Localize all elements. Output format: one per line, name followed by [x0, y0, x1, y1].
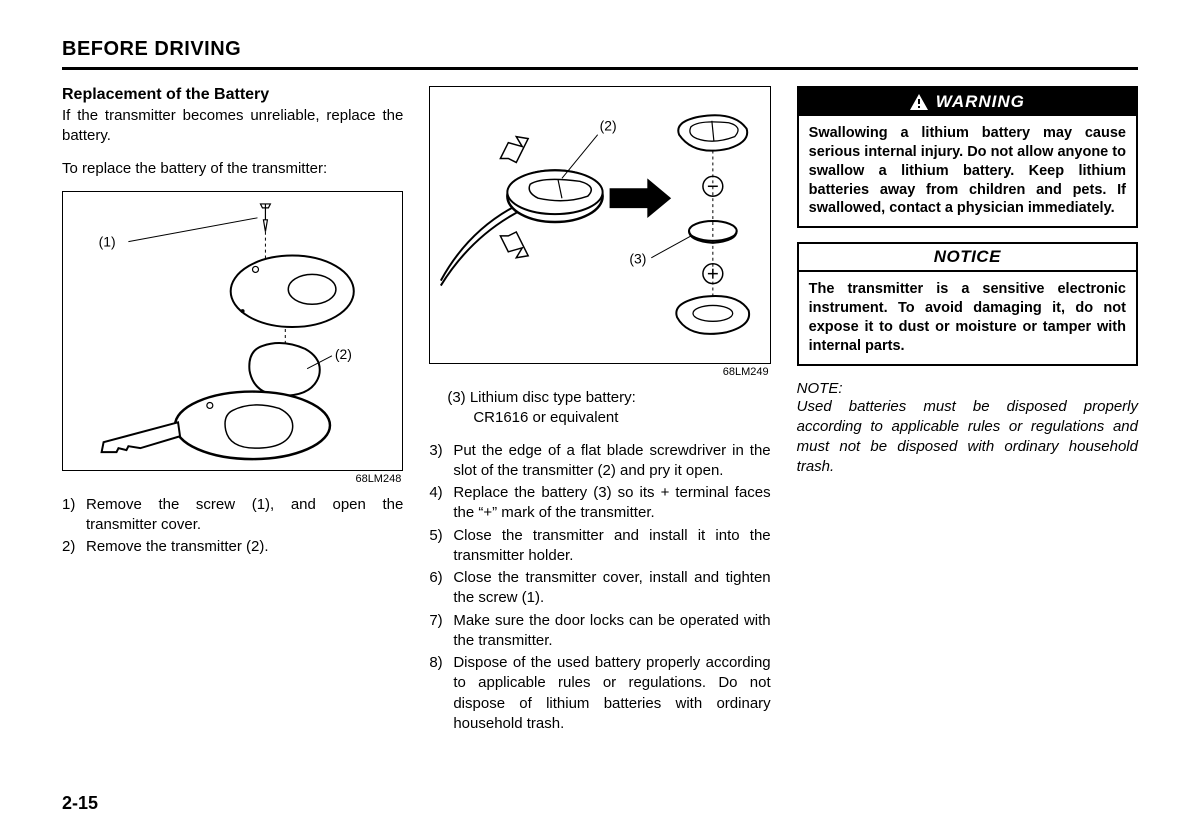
fig2-label-3: (3)	[630, 251, 647, 267]
step-item: 6)Close the transmitter cover, install a…	[429, 568, 770, 609]
column-1: Replacement of the Battery If the transm…	[62, 86, 403, 736]
battery-definition: (3) Lithium disc type battery: CR1616 or…	[447, 388, 770, 429]
notice-body: The transmitter is a sensitive electroni…	[799, 272, 1136, 363]
fig1-label-2: (2)	[335, 346, 352, 362]
warning-box: WARNING Swallowing a lithium battery may…	[797, 86, 1138, 228]
steps-list-2: 3)Put the edge of a flat blade screwdriv…	[429, 441, 770, 735]
content-columns: Replacement of the Battery If the transm…	[62, 86, 1138, 736]
note-label: NOTE:	[797, 380, 1138, 397]
step-item: 1)Remove the screw (1), and open the tra…	[62, 495, 403, 536]
figure-1: (1) (2)	[62, 191, 403, 471]
warning-header: WARNING	[799, 88, 1136, 116]
step-item: 7)Make sure the door locks can be operat…	[429, 611, 770, 652]
steps-list-1: 1)Remove the screw (1), and open the tra…	[62, 495, 403, 558]
lead-text: To replace the battery of the transmitte…	[62, 159, 403, 179]
step-item: 8)Dispose of the used battery properly a…	[429, 653, 770, 734]
key-fob-diagram: (1) (2)	[63, 192, 402, 470]
fig2-label-2: (2)	[600, 118, 617, 134]
page-number: 2-15	[62, 793, 98, 814]
subsection-heading: Replacement of the Battery	[62, 86, 403, 104]
step-item: 4)Replace the battery (3) so its + termi…	[429, 483, 770, 524]
warning-body: Swallowing a lithium battery may cause s…	[799, 116, 1136, 226]
note-body: Used batteries must be disposed properly…	[797, 397, 1138, 478]
fig1-label-1: (1)	[99, 233, 116, 249]
step-item: 3)Put the edge of a flat blade screwdriv…	[429, 441, 770, 482]
figure-2: (2) (3)	[429, 86, 770, 364]
column-3: WARNING Swallowing a lithium battery may…	[797, 86, 1138, 736]
warning-triangle-icon	[910, 94, 928, 110]
notice-box: NOTICE The transmitter is a sensitive el…	[797, 242, 1138, 365]
intro-text: If the transmitter becomes unreliable, r…	[62, 106, 403, 147]
figure-1-code: 68LM248	[62, 473, 403, 485]
notice-title: NOTICE	[799, 244, 1136, 272]
section-header: BEFORE DRIVING	[62, 38, 1138, 70]
column-2: (2) (3) 68LM249 (3) Lithium disc type ba…	[429, 86, 770, 736]
battery-replace-diagram: (2) (3)	[430, 87, 769, 363]
step-item: 5)Close the transmitter and install it i…	[429, 526, 770, 567]
figure-2-code: 68LM249	[429, 366, 770, 378]
step-item: 2)Remove the transmitter (2).	[62, 537, 403, 557]
warning-title: WARNING	[936, 92, 1025, 112]
